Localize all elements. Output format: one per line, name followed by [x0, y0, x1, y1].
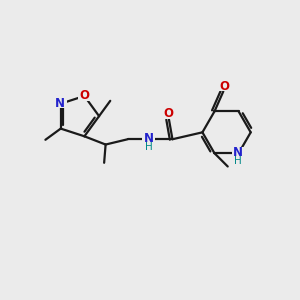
Text: O: O — [163, 107, 173, 120]
Text: N: N — [144, 132, 154, 145]
Bar — [54, 98, 67, 108]
Text: N: N — [55, 97, 65, 110]
Text: N: N — [233, 146, 243, 159]
Text: O: O — [219, 80, 229, 93]
Text: O: O — [80, 89, 89, 102]
Text: H: H — [145, 142, 153, 152]
Bar — [142, 134, 155, 144]
Bar — [162, 109, 175, 119]
Bar — [78, 90, 91, 101]
Bar — [232, 147, 244, 158]
Bar — [218, 81, 230, 92]
Text: H: H — [234, 157, 242, 166]
